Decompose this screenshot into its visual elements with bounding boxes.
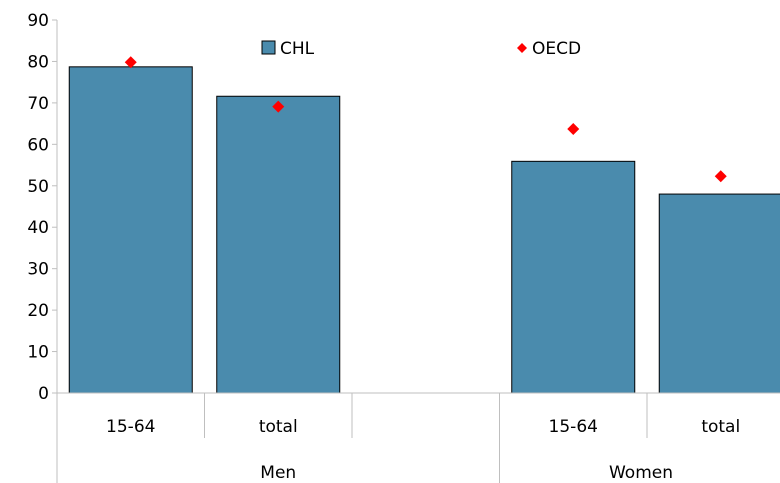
marker-oecd: [567, 122, 580, 135]
bar-chl: [216, 95, 341, 394]
y-tick-label: 90: [27, 11, 49, 31]
y-tick-label: 20: [27, 301, 49, 321]
marker-oecd: [714, 170, 727, 183]
bar-chl: [658, 193, 780, 394]
x-tick-label: 15-64: [549, 417, 598, 437]
y-tick-label: 30: [27, 260, 49, 280]
x-tick-label: 15-64: [106, 417, 155, 437]
y-axis: 0 10 20 30 40 50 60 70 80 90: [27, 11, 58, 404]
y-tick-label: 10: [27, 343, 49, 363]
y-tick-label: 80: [27, 52, 49, 72]
y-tick-label: 60: [27, 135, 49, 155]
marker-oecd: [124, 56, 137, 69]
y-tick-label: 40: [27, 218, 49, 238]
x-axis: 15-64 total 15-64 total Men Women: [56, 392, 780, 483]
legend-label-chl: CHL: [280, 39, 315, 59]
group-label: Women: [609, 463, 673, 483]
markers-group: [124, 56, 727, 183]
x-tick-label: total: [701, 417, 740, 437]
y-tick-label: 0: [38, 384, 49, 404]
y-tick-label: 50: [27, 177, 49, 197]
bars-group: [68, 66, 780, 394]
legend-swatch-oecd: [517, 43, 527, 53]
marker-oecd: [272, 100, 285, 113]
legend-swatch-chl: [261, 40, 276, 55]
group-label: Men: [260, 463, 296, 483]
y-tick-label: 70: [27, 94, 49, 114]
legend: CHL OECD: [261, 39, 581, 59]
bar-chl: [511, 160, 636, 394]
legend-label-oecd: OECD: [532, 39, 581, 59]
bar-chl: [68, 66, 193, 394]
x-tick-label: total: [259, 417, 298, 437]
